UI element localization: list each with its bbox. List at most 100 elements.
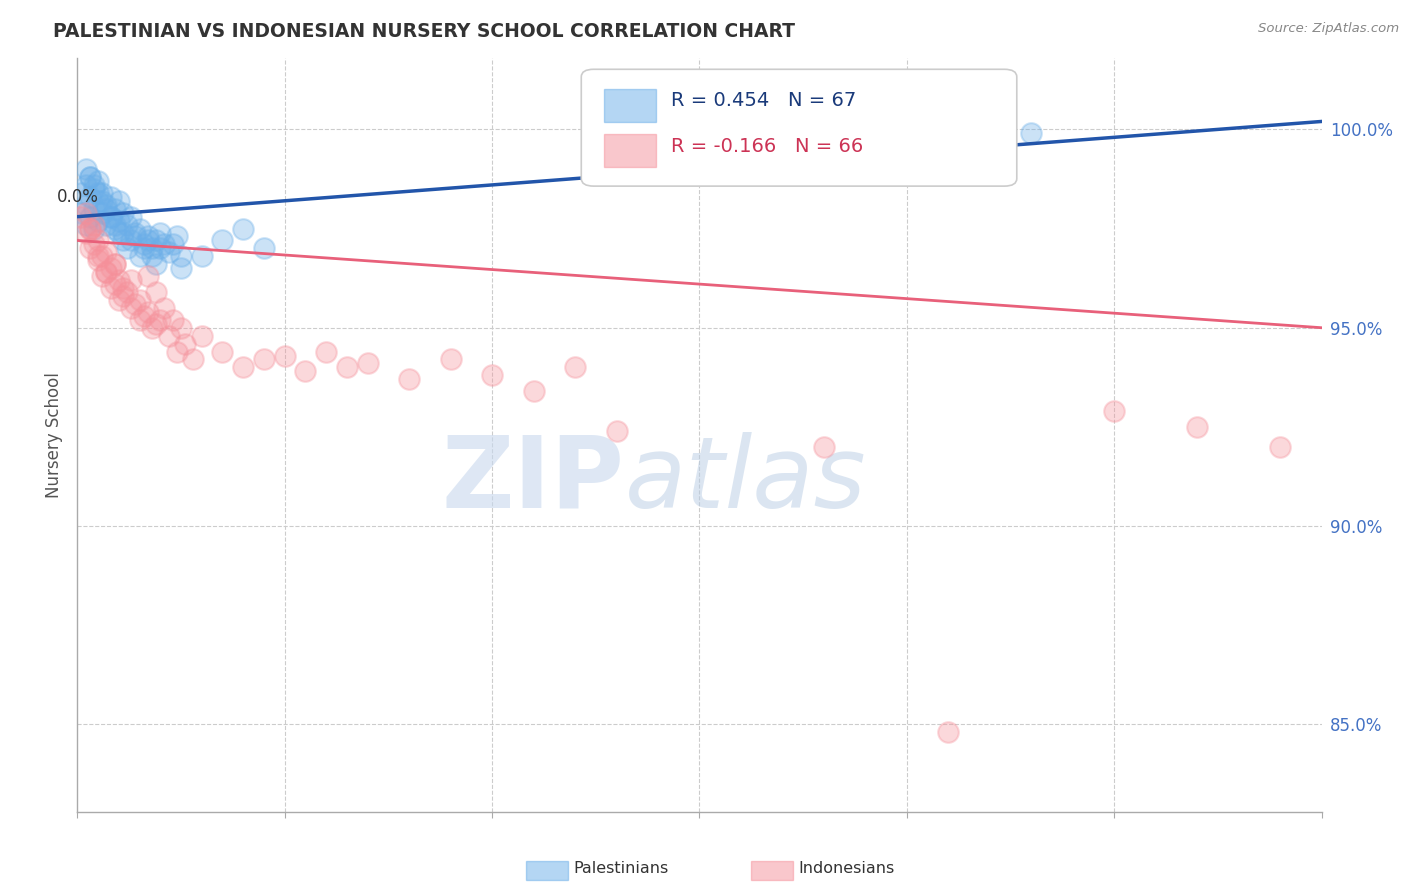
Point (108, 226, 131, 240)
Point (149, 241, 172, 255)
Point (191, 249, 214, 263)
Text: Indonesians: Indonesians (799, 862, 894, 876)
Point (211, 234, 233, 248)
Point (136, 234, 159, 248)
FancyBboxPatch shape (603, 89, 657, 122)
Point (170, 320, 193, 334)
Point (149, 226, 172, 240)
Point (315, 344, 337, 359)
FancyBboxPatch shape (603, 134, 657, 168)
Point (100, 261, 122, 276)
Point (523, 384, 546, 399)
Point (75, 218, 97, 232)
Point (100, 210, 122, 224)
Point (149, 313, 172, 327)
Point (440, 352, 463, 367)
Point (87, 186, 110, 200)
Point (83, 237, 105, 252)
Point (87, 213, 110, 227)
Point (274, 349, 297, 363)
Point (75, 205, 97, 219)
Point (96, 198, 118, 212)
Point (232, 360, 254, 375)
Point (111, 234, 134, 248)
Point (141, 320, 163, 334)
Point (336, 360, 359, 375)
Point (294, 364, 316, 378)
Point (79, 169, 101, 184)
Point (191, 328, 214, 343)
Point (104, 277, 127, 291)
Point (111, 281, 134, 295)
Point (145, 257, 167, 271)
Point (70, 186, 93, 200)
Point (111, 205, 134, 219)
Point (96, 202, 118, 216)
Point (166, 229, 188, 244)
Point (128, 313, 150, 327)
Point (398, 372, 420, 386)
FancyBboxPatch shape (581, 70, 1017, 186)
Point (79, 169, 101, 184)
Point (104, 202, 127, 216)
Point (124, 297, 146, 311)
Point (1187, 420, 1209, 434)
Point (128, 249, 150, 263)
Point (100, 210, 122, 224)
Point (108, 293, 131, 307)
Point (253, 241, 276, 255)
Point (75, 178, 97, 192)
Text: R = 0.454   N = 67: R = 0.454 N = 67 (671, 92, 856, 111)
Point (91, 186, 114, 200)
Point (166, 344, 188, 359)
Point (100, 190, 122, 204)
Point (136, 305, 159, 319)
Point (145, 234, 167, 248)
Point (136, 229, 159, 244)
Point (91, 249, 114, 263)
Point (91, 194, 114, 208)
Point (104, 218, 127, 232)
Point (91, 205, 114, 219)
Point (128, 221, 150, 235)
Point (1270, 440, 1292, 454)
Point (896, 138, 918, 153)
Point (79, 190, 101, 204)
Point (136, 269, 159, 284)
Point (145, 317, 167, 331)
Text: Source: ZipAtlas.com: Source: ZipAtlas.com (1258, 22, 1399, 36)
Point (79, 241, 101, 255)
Point (111, 289, 134, 303)
Text: atlas: atlas (624, 432, 866, 529)
Point (132, 241, 155, 255)
Point (87, 174, 110, 188)
Point (481, 368, 503, 383)
Point (253, 352, 276, 367)
Point (357, 356, 380, 370)
Point (96, 245, 118, 260)
Point (104, 221, 127, 235)
Point (855, 126, 877, 140)
Point (183, 352, 205, 367)
Point (938, 725, 960, 739)
Text: Palestinians: Palestinians (574, 862, 669, 876)
Point (157, 328, 180, 343)
Point (162, 313, 184, 327)
Point (96, 265, 118, 279)
Point (120, 273, 142, 287)
Point (128, 293, 150, 307)
Point (120, 234, 142, 248)
Point (75, 162, 97, 177)
Point (120, 210, 142, 224)
Point (606, 424, 628, 438)
Point (141, 249, 163, 263)
Text: R = -0.166   N = 66: R = -0.166 N = 66 (671, 136, 863, 156)
Point (91, 269, 114, 284)
Point (124, 229, 146, 244)
Y-axis label: Nursery School: Nursery School (45, 372, 63, 498)
Point (772, 146, 794, 161)
Point (120, 301, 142, 315)
Point (132, 309, 155, 323)
Point (87, 234, 110, 248)
Point (75, 198, 97, 212)
